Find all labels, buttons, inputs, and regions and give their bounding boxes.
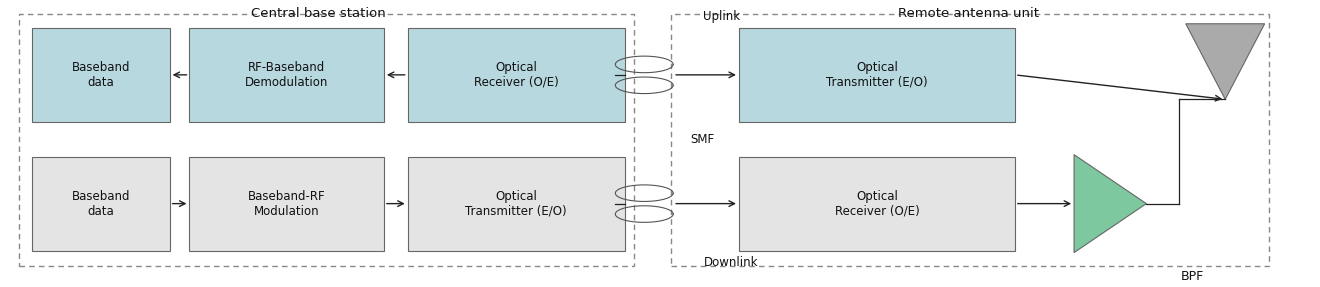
FancyBboxPatch shape: [739, 28, 1015, 122]
Text: Downlink: Downlink: [704, 256, 758, 269]
Text: BPF: BPF: [1180, 270, 1204, 283]
Text: Optical
Receiver (O/E): Optical Receiver (O/E): [834, 190, 919, 218]
FancyBboxPatch shape: [190, 28, 384, 122]
FancyBboxPatch shape: [408, 28, 624, 122]
FancyBboxPatch shape: [739, 157, 1015, 251]
Polygon shape: [1185, 24, 1265, 99]
Text: RF-Baseband
Demodulation: RF-Baseband Demodulation: [246, 61, 329, 89]
Text: Optical
Transmitter (E/O): Optical Transmitter (E/O): [826, 61, 928, 89]
Text: Optical
Transmitter (E/O): Optical Transmitter (E/O): [465, 190, 566, 218]
Text: Baseband
data: Baseband data: [71, 61, 129, 89]
FancyBboxPatch shape: [32, 157, 170, 251]
Text: Optical
Receiver (O/E): Optical Receiver (O/E): [474, 61, 558, 89]
Polygon shape: [1074, 155, 1146, 253]
Text: Baseband-RF
Modulation: Baseband-RF Modulation: [248, 190, 326, 218]
Text: Baseband
data: Baseband data: [71, 190, 129, 218]
Text: Central base station: Central base station: [251, 7, 385, 20]
Text: SMF: SMF: [690, 133, 714, 146]
FancyBboxPatch shape: [408, 157, 624, 251]
Text: Uplink: Uplink: [704, 9, 741, 23]
FancyBboxPatch shape: [32, 28, 170, 122]
Text: Remote antenna unit: Remote antenna unit: [899, 7, 1039, 20]
FancyBboxPatch shape: [190, 157, 384, 251]
